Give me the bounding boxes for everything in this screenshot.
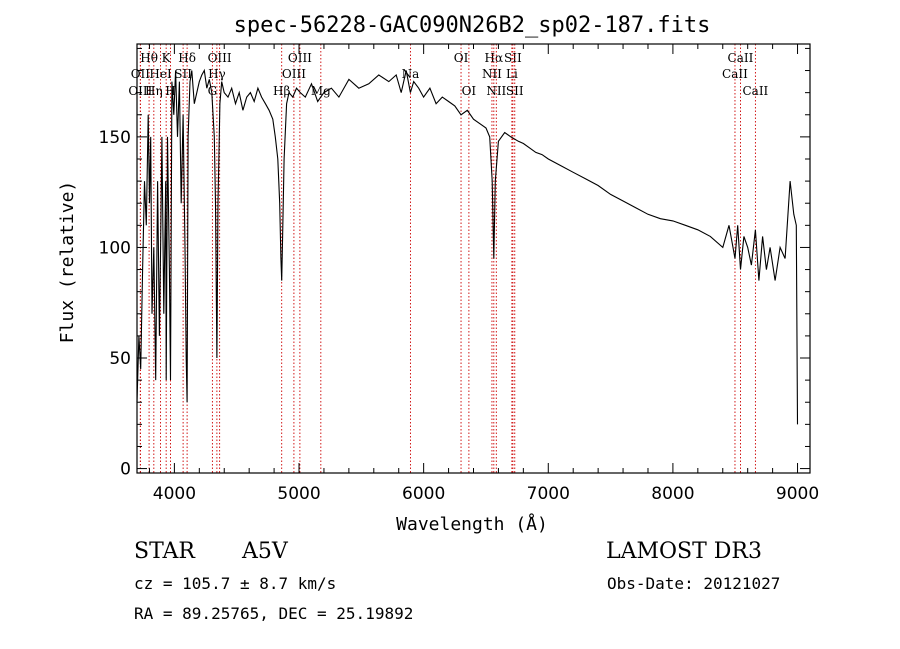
y-tick-label: 150 [99,128,131,148]
spectral-line-label: Hδ [178,51,196,65]
object-class: STAR [134,539,195,564]
spectral-line-label: SII [504,51,522,65]
x-tick-label: 9000 [776,484,819,504]
spectral-line-label: OI [454,51,469,65]
spectral-line-label: OI [462,84,477,98]
spectral-line-label: Hθ [140,51,158,65]
spectral-line-label: OIII [208,51,232,65]
spectral-line-label: CaII [728,51,754,65]
flux-series-line [136,68,799,425]
x-tick-label: 4000 [153,484,196,504]
x-axis-ticks: 4000 5000 6000 7000 8000 9000 [148,44,819,504]
object-subclass: A5V [242,539,288,564]
spectral-line-label: G [208,84,218,98]
spectral-line-label: HeI [149,67,172,81]
observation-date: Obs-Date: 20121027 [607,574,781,593]
chart-title: spec-56228-GAC090N26B2_sp02-187.fits [234,13,711,38]
x-tick-label: 6000 [402,484,445,504]
spectral-line-label: Hη [145,84,163,98]
y-tick-label: 100 [99,238,131,258]
coordinates: RA = 89.25765, DEC = 25.19892 [134,604,414,623]
spectral-line-label: OIII [288,51,312,65]
y-axis-label: Flux (relative) [57,181,78,344]
spectral-line-label: Li [506,67,518,81]
y-tick-label: 50 [109,349,131,369]
survey-name: LAMOST DR3 [606,539,762,564]
x-tick-label: 5000 [277,484,320,504]
y-tick-label: 0 [120,460,131,480]
spectral-line-label: Mg [311,84,331,98]
spectral-line-label: OIII [282,67,306,81]
x-tick-label: 8000 [651,484,694,504]
spectral-line-label: CaII [722,67,748,81]
spectral-line-label: SII [174,67,192,81]
spectral-line-markers: Hθ OII OIII HeI Hη K H SII Hδ OIII Hγ G Hβ OIII OIII Mg… [128,44,769,473]
spectral-line-label: K [162,51,172,65]
x-axis-label: Wavelength (Å) [396,513,548,535]
y-axis-ticks: 0 50 100 150 [99,47,810,480]
spectral-line-label: Hγ [208,67,226,81]
spectral-line-label: CaII [742,84,768,98]
spectral-line-label: OII [131,67,151,81]
spectral-line-label: SII [506,84,524,98]
spectral-line-label: NII [486,84,506,98]
spectral-line-label: H [165,84,175,98]
redshift-cz: cz = 105.7 ± 8.7 km/s [134,574,337,593]
spectral-line-label: Hβ [273,84,290,98]
spectral-line-label: Hα [485,51,504,65]
spectral-line-label: NII [482,67,502,81]
spectral-line-label: OIII [128,84,152,98]
plot-frame [136,43,811,474]
x-tick-label: 7000 [527,484,570,504]
